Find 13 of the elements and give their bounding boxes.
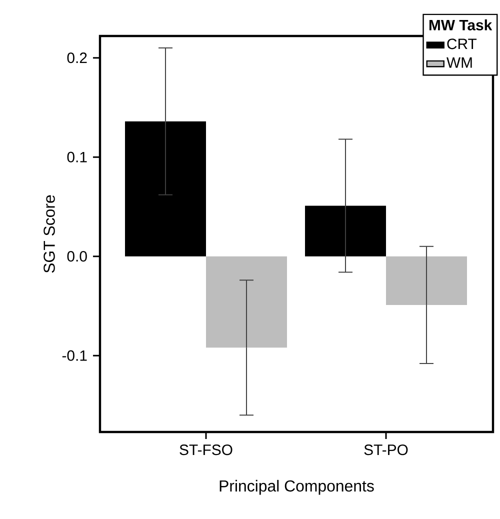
y-axis-title: SGT Score [44,195,55,273]
x-axis-title: Principal Components [220,480,374,495]
bar [386,256,468,305]
legend-label: CRT [447,38,477,50]
y-tick-label: 0.0 [67,251,87,262]
legend-label: WM [446,57,472,68]
y-tick-label: 0.1 [67,152,87,162]
bar [305,206,386,256]
y-tick-label: -0.1 [62,350,87,361]
y-tick-label: 0.2 [67,52,87,64]
x-tick-label: ST-FSO [180,444,232,456]
x-tick-label: ST-PO [364,444,408,456]
legend-title: MW Task [429,19,492,30]
